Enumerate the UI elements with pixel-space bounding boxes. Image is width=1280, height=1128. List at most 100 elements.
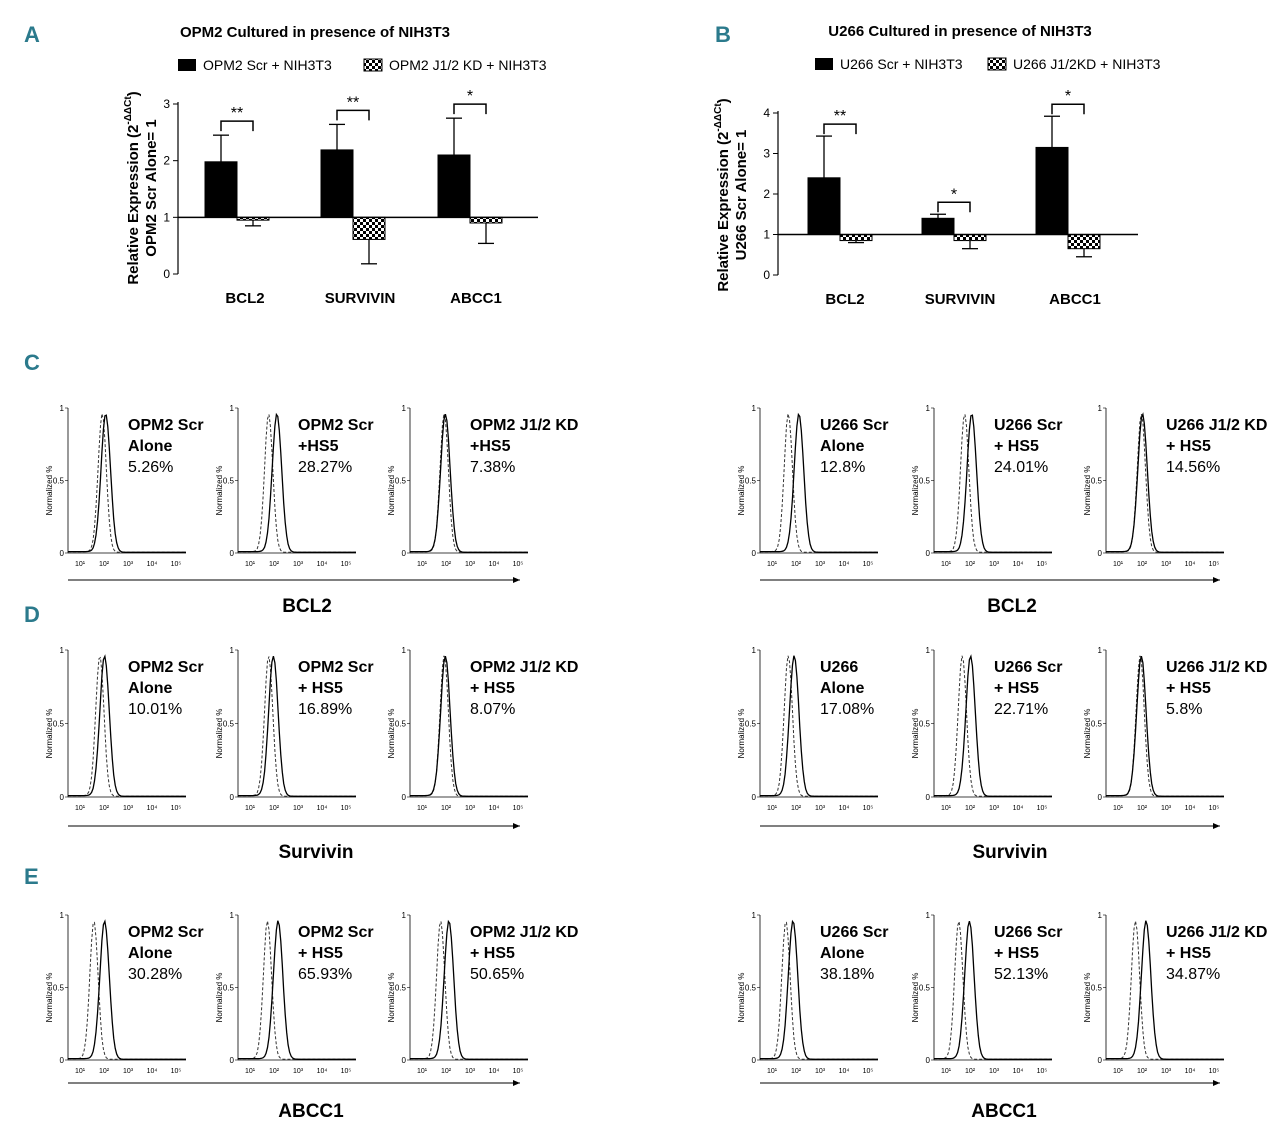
histogram-label: 28.27% <box>298 459 352 476</box>
x-tick-label: 10² <box>441 561 452 568</box>
x-tick-label: 10² <box>965 1068 976 1075</box>
histogram-label: Alone <box>820 680 865 697</box>
significance-label: ** <box>347 94 359 111</box>
x-tick-label: 10³ <box>1161 805 1172 812</box>
x-tick-label: 10⁴ <box>1013 561 1024 568</box>
x-tick-label: 10⁴ <box>147 561 158 568</box>
x-tick-label: 10⁴ <box>1013 805 1024 812</box>
y-axis-label: Normalized % <box>737 973 746 1023</box>
x-tick-label: 10⁵ <box>863 805 874 812</box>
marker-curve <box>934 920 1052 1060</box>
histogram-plot: 0 0.5 1 10¹ 10² 10³ 10⁴ 10⁵ Normalized % OPM2 J1/… <box>387 404 578 568</box>
histogram-label: U266 J1/2 KD <box>1166 417 1267 434</box>
histogram-grid: 0 0.5 1 10¹ 10² 10³ 10⁴ 10⁵ Normalized % OPM2 Scr… <box>45 404 1267 1122</box>
significance-label: * <box>1065 88 1071 105</box>
marker-curve <box>1106 655 1224 797</box>
chart-title: OPM2 Cultured in presence of NIH3T3 <box>180 24 450 41</box>
histogram-plot: 0 0.5 1 10¹ 10² 10³ 10⁴ 10⁵ Normalized % OPM2 Scr… <box>215 646 374 812</box>
arrow-head <box>513 823 520 829</box>
x-tick-label: 10¹ <box>767 805 778 812</box>
significance-label: ** <box>231 105 243 122</box>
y-axis-label: Normalized % <box>1083 466 1092 516</box>
histogram-label: + HS5 <box>994 945 1039 962</box>
isotype-curve <box>934 655 1052 797</box>
marker-curve <box>410 413 528 553</box>
panel-label-e: E <box>24 864 39 889</box>
y-tick-label: 1 <box>402 404 407 413</box>
legend-label: U266 Scr + NIH3T3 <box>840 56 963 72</box>
x-tick-label: 10⁵ <box>1209 805 1220 812</box>
x-tick-label: 10³ <box>465 561 476 568</box>
isotype-curve <box>1106 921 1224 1060</box>
x-tick-label: 10² <box>791 561 802 568</box>
histogram-label: 5.26% <box>128 459 173 476</box>
y-tick-label: 2 <box>163 154 170 168</box>
x-tick-label: 10³ <box>815 561 826 568</box>
x-tick-label: 10² <box>965 805 976 812</box>
bar <box>437 154 471 218</box>
y-tick-label: 0.5 <box>919 720 931 729</box>
y-tick-label: 0.5 <box>1091 477 1103 486</box>
x-tick-label: 10⁴ <box>147 1068 158 1075</box>
y-tick-label: 0.5 <box>223 984 235 993</box>
y-tick-label: 0 <box>163 267 170 281</box>
histogram-plot: 0 0.5 1 10¹ 10² 10³ 10⁴ 10⁵ Normalized % U266 Alon… <box>737 646 878 812</box>
y-axis-label: Relative Expression (2-ΔΔCt) OPM2 Scr Al… <box>123 91 160 284</box>
marker-curve <box>68 414 186 553</box>
category-label: ABCC1 <box>450 290 502 307</box>
histogram-label: +HS5 <box>470 438 511 455</box>
x-tick-label: 10³ <box>123 805 134 812</box>
x-tick-label: 10³ <box>1161 1068 1172 1075</box>
x-tick-label: 10⁵ <box>513 805 524 812</box>
x-tick-label: 10⁴ <box>1185 1068 1196 1075</box>
histogram-label: 38.18% <box>820 966 874 983</box>
x-tick-label: 10⁴ <box>317 1068 328 1075</box>
histogram-label: 50.65% <box>470 966 524 983</box>
marker-curve <box>1106 920 1224 1060</box>
histogram-plot: 0 0.5 1 10¹ 10² 10³ 10⁴ 10⁵ Normalized % OPM2 Scr… <box>45 646 204 812</box>
x-tick-label: 10¹ <box>1113 805 1124 812</box>
y-axis-label: Normalized % <box>215 709 224 759</box>
x-tick-label: 10² <box>269 805 280 812</box>
legend-label: OPM2 Scr + NIH3T3 <box>203 57 332 73</box>
x-tick-label: 10⁵ <box>513 561 524 568</box>
y-tick-label: 1 <box>230 404 235 413</box>
significance-bracket <box>336 109 370 121</box>
x-tick-label: 10⁴ <box>147 805 158 812</box>
x-tick-label: 10⁵ <box>863 561 874 568</box>
x-tick-label: 10³ <box>815 805 826 812</box>
histogram-label: + HS5 <box>1166 945 1211 962</box>
x-tick-label: 10⁴ <box>839 1068 850 1075</box>
histogram-label: Alone <box>820 438 865 455</box>
histogram-label: + HS5 <box>1166 680 1211 697</box>
significance-label: * <box>951 186 957 203</box>
x-tick-label: 10⁴ <box>1013 1068 1024 1075</box>
histogram-label: 14.56% <box>1166 459 1220 476</box>
x-tick-label: 10² <box>441 805 452 812</box>
y-tick-label: 0 <box>60 549 65 558</box>
panel-label-b: B <box>715 22 731 47</box>
y-tick-label: 1 <box>230 911 235 920</box>
panel-label-a: A <box>24 22 40 47</box>
x-tick-label: 10¹ <box>245 1068 256 1075</box>
y-tick-label: 0 <box>402 549 407 558</box>
panel-label-d: D <box>24 602 40 627</box>
histogram-label: OPM2 Scr <box>128 659 204 676</box>
histogram-plot: 0 0.5 1 10¹ 10² 10³ 10⁴ 10⁵ Normalized % U266 Scr… <box>737 404 889 568</box>
legend-swatch-solid <box>178 59 196 71</box>
x-tick-label: 10³ <box>989 561 1000 568</box>
y-axis-label: Normalized % <box>737 709 746 759</box>
x-tick-label: 10² <box>791 1068 802 1075</box>
marker-curve <box>238 655 356 797</box>
histogram-label: + HS5 <box>470 680 515 697</box>
isotype-curve <box>238 414 356 553</box>
isotype-curve <box>760 921 878 1060</box>
x-tick-label: 10⁴ <box>839 805 850 812</box>
marker-label: BCL2 <box>282 596 332 617</box>
marker-curve <box>934 414 1052 553</box>
y-tick-label: 1 <box>926 911 931 920</box>
svg-text:OPM2 Scr Alone= 1: OPM2 Scr Alone= 1 <box>143 119 160 256</box>
y-axis-label: Normalized % <box>45 973 54 1023</box>
y-axis-label: Normalized % <box>911 466 920 516</box>
x-tick-label: 10⁴ <box>489 1068 500 1075</box>
